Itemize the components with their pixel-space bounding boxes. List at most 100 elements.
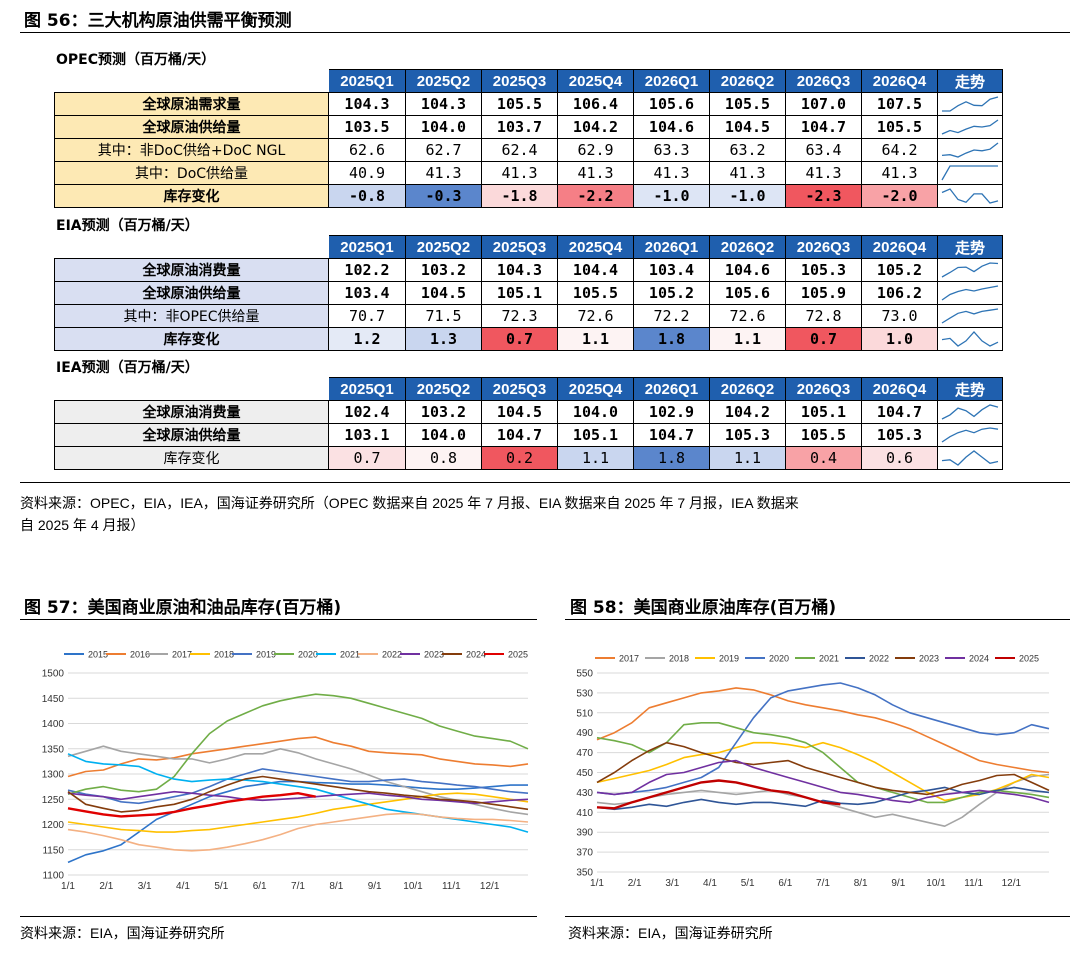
table-row: 其中：DoC供给量 40.9 41.3 41.3 41.3 41.3 41.3 41.3 41.… [54, 161, 1003, 185]
trend-cell [937, 400, 1003, 424]
quarter-header: 2025Q1 [328, 377, 406, 401]
value-cell: -0.3 [405, 184, 482, 208]
legend-label: 2020 [298, 650, 318, 660]
value-cell: 102.9 [633, 400, 710, 424]
fig56-title-rule [20, 32, 1070, 33]
table-row: 全球原油消费量 102.4 103.2 104.5 104.0 102.9 104.2 105… [54, 400, 1003, 424]
x-tick-label: 2/1 [628, 878, 642, 889]
value-cell: 105.5 [709, 92, 786, 116]
y-tick-label: 1500 [42, 669, 65, 680]
row-label: 全球原油供给量 [54, 281, 329, 305]
table-row: 全球原油消费量 102.2 103.2 104.3 104.4 103.4 104.6 105… [54, 258, 1003, 282]
x-tick-label: 6/1 [253, 881, 267, 892]
x-tick-label: 11/1 [442, 881, 461, 892]
legend-label: 2020 [769, 654, 789, 664]
trend-line [941, 285, 999, 301]
value-cell: 102.2 [328, 258, 406, 282]
fig57-source: 资料来源：EIA，国海证券研究所 [20, 925, 225, 941]
x-tick-label: 5/1 [741, 878, 755, 889]
quarter-header: 2025Q1 [328, 235, 406, 259]
y-tick-label: 1200 [42, 820, 65, 831]
value-cell: 1.3 [405, 327, 482, 351]
legend-label: 2023 [424, 650, 444, 660]
table-header-row: 2025Q1 2025Q2 2025Q3 2025Q4 2026Q1 2026Q2 2026… [54, 377, 1003, 401]
value-cell: 105.6 [709, 281, 786, 305]
value-cell: 1.1 [557, 327, 634, 351]
value-cell: 70.7 [328, 304, 406, 328]
series-line-2020 [67, 693, 529, 795]
trend-line [941, 450, 999, 466]
value-cell: 104.0 [405, 423, 482, 447]
value-cell: 104.6 [709, 258, 786, 282]
series-line-2024 [596, 759, 1050, 804]
legend-label: 2016 [130, 650, 150, 660]
trend-sparkline [941, 142, 999, 158]
trend-cell [937, 258, 1003, 282]
value-cell: 104.3 [328, 92, 406, 116]
trend-line [941, 427, 999, 443]
trend-cell [937, 423, 1003, 447]
trend-header: 走势 [937, 235, 1003, 259]
value-cell: 62.7 [405, 138, 482, 162]
quarter-header: 2025Q1 [328, 69, 406, 93]
quarter-header: 2026Q3 [785, 235, 862, 259]
x-tick-label: 11/1 [964, 878, 983, 889]
row-label: 其中：非DoC供给+DoC NGL [54, 138, 329, 162]
value-cell: 104.7 [481, 423, 558, 447]
trend-sparkline [941, 165, 998, 181]
trend-sparkline [941, 262, 999, 278]
value-cell: -2.2 [557, 184, 634, 208]
fig56-source: 资料来源：OPEC，EIA，IEA，国海证券研究所（OPEC 数据来自 2025… [20, 492, 1070, 536]
opec-section-title: OPEC预测（百万桶/天） [56, 52, 216, 68]
y-tick-label: 350 [576, 868, 593, 879]
y-tick-label: 1250 [42, 795, 65, 806]
trend-line [942, 96, 999, 112]
value-cell: 0.2 [481, 446, 558, 470]
trend-line [941, 308, 999, 324]
value-cell: 72.6 [709, 304, 786, 328]
iea-section-title: IEA预测（百万桶/天） [56, 360, 199, 376]
value-cell: 105.5 [557, 281, 634, 305]
table-row: 全球原油供给量 103.1 104.0 104.7 105.1 104.7 105.3 105… [54, 423, 1003, 447]
y-tick-label: 1400 [42, 719, 65, 730]
y-tick-label: 1300 [42, 770, 65, 781]
series-line-2025 [67, 791, 316, 818]
x-tick-label: 9/1 [891, 878, 905, 889]
trend-line [941, 188, 999, 204]
y-tick-label: 1450 [42, 694, 65, 705]
value-cell: 64.2 [861, 138, 938, 162]
value-cell: 40.9 [328, 161, 406, 185]
quarter-header: 2025Q2 [405, 235, 482, 259]
series-line-2018 [67, 792, 529, 833]
value-cell: 63.4 [785, 138, 862, 162]
value-cell: 41.3 [557, 161, 634, 185]
fig56-source-line2: 自 2025 年 4 月报） [20, 517, 145, 533]
quarter-header: 2026Q1 [633, 69, 710, 93]
x-tick-label: 7/1 [291, 881, 305, 892]
y-tick-label: 550 [576, 669, 593, 680]
x-tick-label: 4/1 [176, 881, 190, 892]
trend-line [941, 119, 999, 135]
value-cell: 107.5 [861, 92, 938, 116]
series-line-2022 [596, 786, 1050, 811]
eia-forecast-table: 2025Q1 2025Q2 2025Q3 2025Q4 2026Q1 2026Q2 2026… [54, 235, 1003, 351]
x-tick-label: 10/1 [403, 881, 423, 892]
value-cell: 105.5 [481, 92, 558, 116]
value-cell: 71.5 [405, 304, 482, 328]
value-cell: 0.7 [328, 446, 406, 470]
fig58-title-rule [565, 619, 1070, 620]
x-tick-label: 1/1 [61, 881, 75, 892]
fig56-source-line1: 资料来源：OPEC，EIA，IEA，国海证券研究所（OPEC 数据来自 2025… [20, 495, 799, 511]
table-row: 全球原油供给量 103.4 104.5 105.1 105.5 105.2 105.6 105… [54, 281, 1003, 305]
table-row: 库存变化 1.2 1.3 0.7 1.1 1.8 1.1 0.7 1.0 [54, 327, 1003, 351]
y-tick-label: 370 [576, 848, 593, 859]
header-blank-cell [54, 377, 329, 401]
trend-cell [937, 115, 1003, 139]
x-tick-label: 12/1 [480, 881, 500, 892]
value-cell: 104.0 [557, 400, 634, 424]
y-tick-label: 410 [576, 808, 593, 819]
value-cell: -1.0 [709, 184, 786, 208]
value-cell: 104.7 [785, 115, 862, 139]
trend-sparkline [941, 119, 999, 135]
legend-label: 2022 [382, 650, 402, 660]
